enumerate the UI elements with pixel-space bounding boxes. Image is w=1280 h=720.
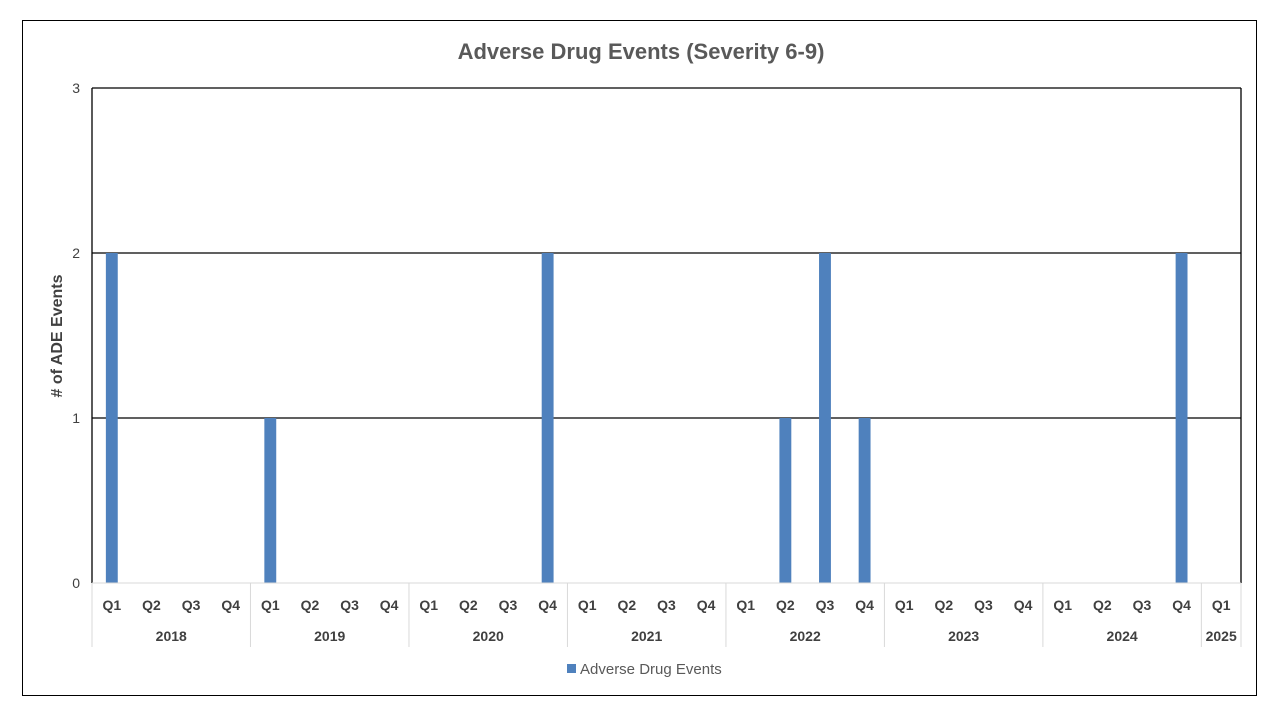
legend-swatch: [567, 664, 576, 673]
x-tick-label: Q3: [816, 597, 835, 613]
x-tick-label: Q1: [895, 597, 914, 613]
bar: [264, 418, 277, 583]
x-group-label: 2018: [156, 628, 187, 644]
x-tick-label: Q2: [142, 597, 161, 613]
legend: Adverse Drug Events: [567, 661, 722, 678]
legend-label: Adverse Drug Events: [580, 661, 722, 678]
chart-title: Adverse Drug Events (Severity 6-9): [458, 39, 825, 64]
x-tick-label: Q1: [102, 597, 121, 613]
y-tick-label: 2: [72, 245, 80, 261]
y-tick-label: 0: [72, 575, 80, 591]
x-tick-label: Q4: [855, 597, 874, 613]
x-tick-label: Q4: [1172, 597, 1191, 613]
x-tick-label: Q2: [301, 597, 320, 613]
grid-layer: [92, 87, 1241, 419]
x-tick-label: Q4: [380, 597, 399, 613]
x-tick-label: Q1: [1212, 597, 1231, 613]
x-tick-label: Q1: [261, 597, 280, 613]
x-tick-label: Q3: [182, 597, 201, 613]
axis-layer: 0 1 2 3 Q1 Q2 Q3 Q4 Q1 Q2 Q3 Q4 Q1 Q2 Q3 Q4 Q1 Q2 Q3 Q4 Q1 Q2…: [72, 80, 1242, 647]
y-axis-label: # of ADE Events: [49, 274, 66, 397]
x-tick-label: Q1: [578, 597, 597, 613]
x-tick-label: Q2: [935, 597, 954, 613]
bar: [1175, 253, 1188, 583]
x-tick-label: Q1: [419, 597, 438, 613]
chart-frame: Adverse Drug Events (Severity 6-9) # of …: [22, 20, 1257, 696]
bar: [105, 253, 118, 583]
chart-svg: Adverse Drug Events (Severity 6-9) # of …: [49, 39, 1242, 678]
x-tick-label: Q4: [1014, 597, 1033, 613]
bar: [858, 418, 871, 583]
x-group-label: 2022: [790, 628, 821, 644]
x-tick-label: Q3: [974, 597, 993, 613]
bar-layer: [105, 253, 1188, 583]
x-tick-label: Q3: [499, 597, 518, 613]
x-group-label: 2024: [1107, 628, 1138, 644]
x-group-label: 2020: [473, 628, 504, 644]
x-tick-label: Q2: [459, 597, 478, 613]
x-tick-label: Q4: [538, 597, 557, 613]
bar: [779, 418, 792, 583]
x-tick-label: Q4: [697, 597, 716, 613]
x-tick-label: Q4: [221, 597, 240, 613]
x-tick-label: Q2: [776, 597, 795, 613]
bar: [819, 253, 831, 583]
x-tick-label: Q2: [1093, 597, 1112, 613]
x-tick-label: Q1: [1053, 597, 1072, 613]
x-group-label: 2023: [948, 628, 979, 644]
y-tick-label: 1: [72, 410, 80, 426]
x-tick-label: Q3: [657, 597, 676, 613]
x-group-label: 2025: [1206, 628, 1237, 644]
x-tick-label: Q3: [1133, 597, 1152, 613]
x-tick-label: Q2: [618, 597, 637, 613]
x-tick-label: Q1: [736, 597, 755, 613]
x-group-label: 2021: [631, 628, 662, 644]
y-tick-label: 3: [72, 80, 80, 96]
x-tick-label: Q3: [340, 597, 359, 613]
bar: [541, 253, 554, 583]
x-group-label: 2019: [314, 628, 345, 644]
